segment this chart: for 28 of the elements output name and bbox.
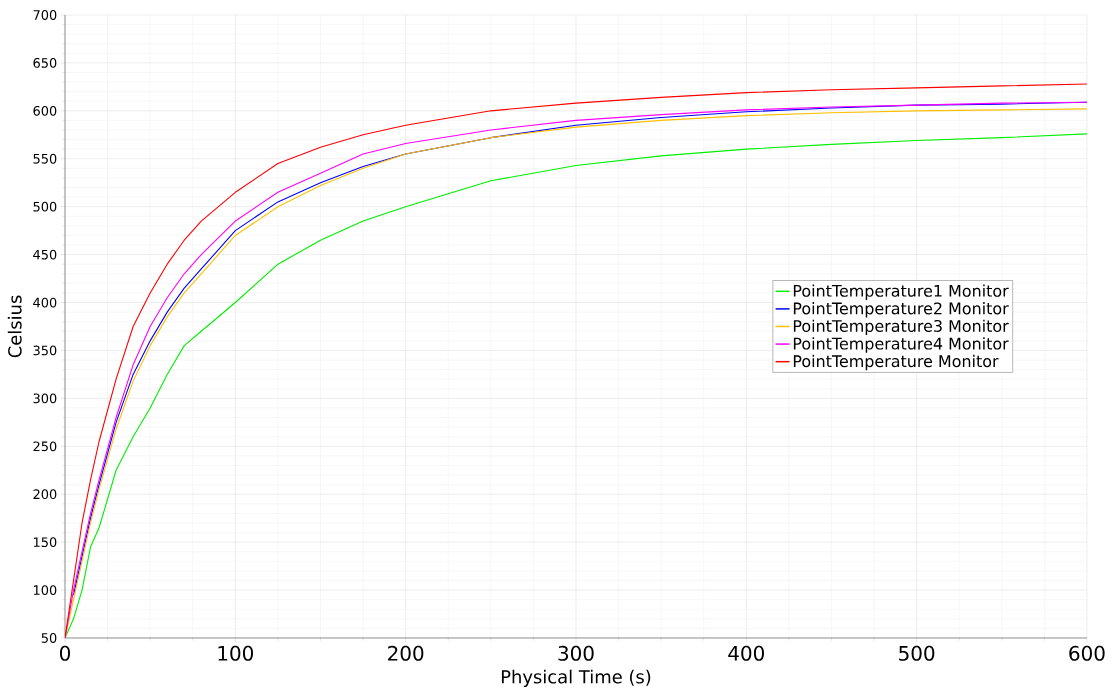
y-tick-label: 450 xyxy=(33,249,57,260)
y-tick-label: 550 xyxy=(33,153,57,164)
y-tick-label: 650 xyxy=(33,58,57,68)
y-tick-label: 50 xyxy=(41,633,57,643)
x-tick-label: 100 xyxy=(218,645,254,661)
x-tick-label: 500 xyxy=(899,645,935,661)
y-tick-label: 300 xyxy=(33,393,57,404)
legend-label: PointTemperature3 Monitor xyxy=(793,319,1009,336)
y-tick-label: 400 xyxy=(33,297,57,308)
x-tick-label: 600 xyxy=(1069,645,1105,661)
x-tick-label: 200 xyxy=(388,645,424,661)
y-tick-label: 600 xyxy=(33,105,57,116)
legend-label: PointTemperature1 Monitor xyxy=(793,284,1009,300)
y-tick-label: 200 xyxy=(33,489,57,500)
x-tick-label: 300 xyxy=(558,645,594,661)
x-axis-title: Physical Time (s) xyxy=(501,669,651,688)
legend-label: PointTemperature4 Monitor xyxy=(793,337,1009,353)
x-tick-label: 0 xyxy=(59,645,71,661)
y-tick-label: 500 xyxy=(33,201,57,212)
y-tick-label: 150 xyxy=(33,537,57,548)
legend-label: PointTemperature2 Monitor xyxy=(793,302,1009,318)
y-tick-label: 350 xyxy=(33,345,57,356)
y-tick-label: 250 xyxy=(33,441,57,452)
y-axis-title: Celsius xyxy=(7,295,22,358)
y-tick-label: 700 xyxy=(33,10,57,20)
legend-label: PointTemperature Monitor xyxy=(793,354,999,371)
y-tick-label: 100 xyxy=(33,585,57,595)
x-tick-label: 400 xyxy=(728,645,764,661)
